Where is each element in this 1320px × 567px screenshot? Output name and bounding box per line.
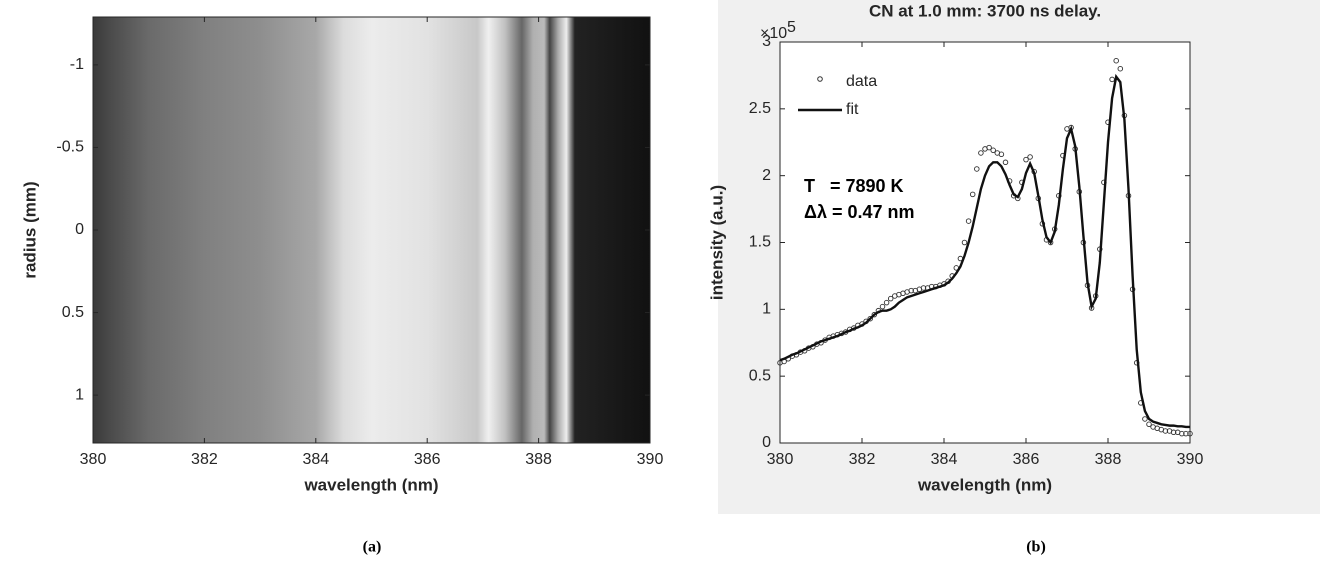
y-axis-label: radius (mm) (20, 181, 39, 278)
caption: (a) (363, 539, 382, 556)
x-tick-label: 390 (637, 451, 664, 468)
x-tick-label: 384 (302, 451, 329, 468)
y-tick-label: 0 (762, 434, 771, 451)
fit-line (779, 73, 1190, 429)
y-tick-label: 1 (762, 301, 771, 318)
heatmap-image (93, 17, 650, 443)
data-point (998, 151, 1005, 158)
y-tick-label: 0.5 (62, 304, 84, 321)
y-tick-label: 2 (762, 167, 771, 184)
x-tick-label: 388 (1095, 451, 1122, 468)
data-point (883, 299, 890, 306)
x-tick-label: 382 (849, 451, 876, 468)
data-point (978, 150, 984, 156)
data-point (965, 218, 972, 224)
data-point (969, 191, 976, 198)
data-point (986, 144, 992, 151)
x-tick-label: 380 (80, 451, 107, 468)
x-axis-label: wavelength (nm) (917, 475, 1052, 494)
plot-area (780, 42, 1190, 443)
y-tick-label: -1 (70, 56, 84, 73)
y-tick-label: 2.5 (749, 100, 771, 117)
y-tick-label: 1 (75, 386, 84, 403)
legend-label: data (846, 73, 877, 90)
x-axis-label: wavelength (nm) (303, 475, 438, 494)
data-point (1117, 65, 1124, 72)
data-point (1179, 430, 1185, 437)
data-point (1002, 159, 1009, 166)
data-point (920, 285, 927, 291)
y-multiplier-exponent: 5 (787, 19, 796, 36)
chart-title: CN at 1.0 mm: 3700 ns delay. (869, 1, 1101, 20)
data-point (1023, 156, 1029, 163)
x-tick-label: 380 (767, 451, 794, 468)
annotation: Δλ = 0.47 nm (804, 202, 915, 222)
data-point (1187, 430, 1193, 437)
x-tick-label: 386 (414, 451, 441, 468)
data-point (1162, 428, 1169, 434)
legend-label: fit (846, 101, 859, 118)
x-tick-label: 384 (931, 451, 958, 468)
data-point (990, 147, 996, 154)
y-tick-label: -0.5 (56, 139, 84, 156)
data-point (1142, 416, 1148, 422)
data-point (1183, 430, 1189, 437)
annotation: T = 7890 K (804, 176, 904, 196)
data-point (867, 315, 873, 322)
y-axis-label: intensity (a.u.) (707, 185, 726, 300)
data-point (1146, 421, 1152, 428)
data-point (1170, 429, 1177, 436)
y-tick-label: 3 (762, 33, 771, 50)
x-tick-label: 386 (1013, 451, 1040, 468)
y-tick-label: 0 (75, 221, 84, 238)
data-point (1109, 76, 1115, 83)
data-point (1027, 154, 1033, 160)
y-tick-label: 1.5 (749, 234, 771, 251)
x-tick-label: 388 (525, 451, 552, 468)
data-point (974, 166, 980, 172)
legend-marker (817, 76, 823, 82)
caption: (b) (1026, 539, 1046, 556)
data-point (961, 239, 968, 246)
x-tick-label: 382 (191, 451, 218, 468)
y-multiplier: ×10 (760, 25, 787, 42)
axes-box (779, 41, 1191, 444)
x-tick-label: 390 (1177, 451, 1204, 468)
y-tick-label: 0.5 (749, 367, 771, 384)
data-point (1113, 57, 1119, 64)
data-point (908, 287, 914, 294)
data-point (871, 311, 878, 318)
data-point (879, 303, 886, 310)
axes-box (92, 16, 651, 444)
data-point (887, 295, 894, 302)
